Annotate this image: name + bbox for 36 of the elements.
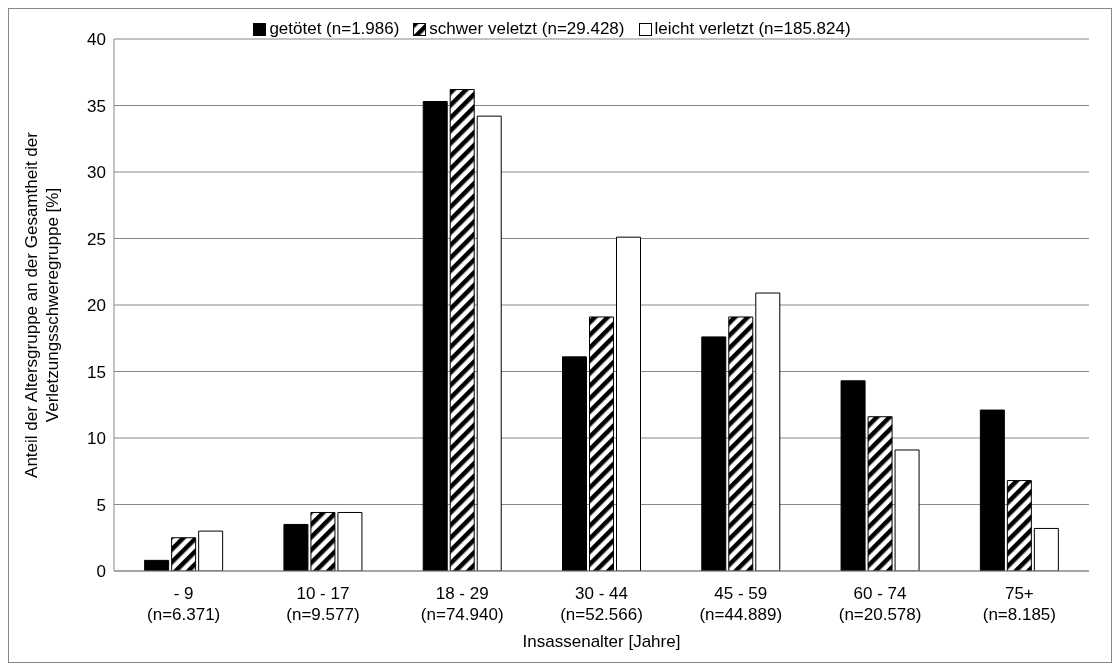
bar (701, 336, 727, 571)
x-tick-label: 60 - 74 (n=20.578) (838, 584, 922, 624)
y-tick-label: 35 (87, 96, 106, 116)
x-axis-title: Insassenalter [Jahre] (522, 632, 681, 651)
bar (144, 559, 170, 571)
bar (979, 409, 1005, 571)
x-tick-label: 45 - 59 (n=44.889) (699, 584, 783, 624)
bar (728, 316, 754, 571)
bar (755, 292, 781, 571)
x-tick-label: 18 - 29 (n=74.940) (420, 584, 504, 624)
bar (171, 537, 197, 571)
bar (1006, 480, 1032, 571)
y-axis-title: Anteil der Altersgruppe an der Gesamtheit der Verletzungsschweregruppe [%] (22, 131, 62, 478)
x-tick-label: - 9 (n=6.371) (147, 584, 221, 624)
y-tick-label: 15 (87, 362, 106, 382)
x-tick-label: 10 - 17 (n=9.577) (286, 584, 360, 624)
bar (422, 101, 448, 571)
bar (198, 530, 224, 571)
y-tick-label: 30 (87, 163, 106, 183)
x-tick-label: 75+ (n=8.185) (982, 584, 1056, 624)
y-tick-label: 20 (87, 296, 106, 316)
y-tick-label: 25 (87, 229, 106, 249)
y-tick-label: 10 (87, 429, 106, 449)
bar (562, 356, 587, 571)
bar (1033, 527, 1059, 571)
bar (616, 236, 641, 571)
bar (589, 316, 614, 571)
legend-label: getötet (n=1.986) (269, 19, 400, 38)
y-tick-label: 0 (96, 562, 106, 582)
y-tick-label: 40 (87, 30, 106, 50)
legend-label: leicht verletzt (n=185.824) (654, 19, 851, 38)
bar (476, 115, 502, 571)
x-tick-label: 30 - 44 (n=52.566) (560, 584, 643, 624)
y-tick-label: 5 (96, 495, 106, 515)
legend-label: schwer veletzt (n=29.428) (429, 19, 625, 38)
bar (449, 89, 475, 571)
